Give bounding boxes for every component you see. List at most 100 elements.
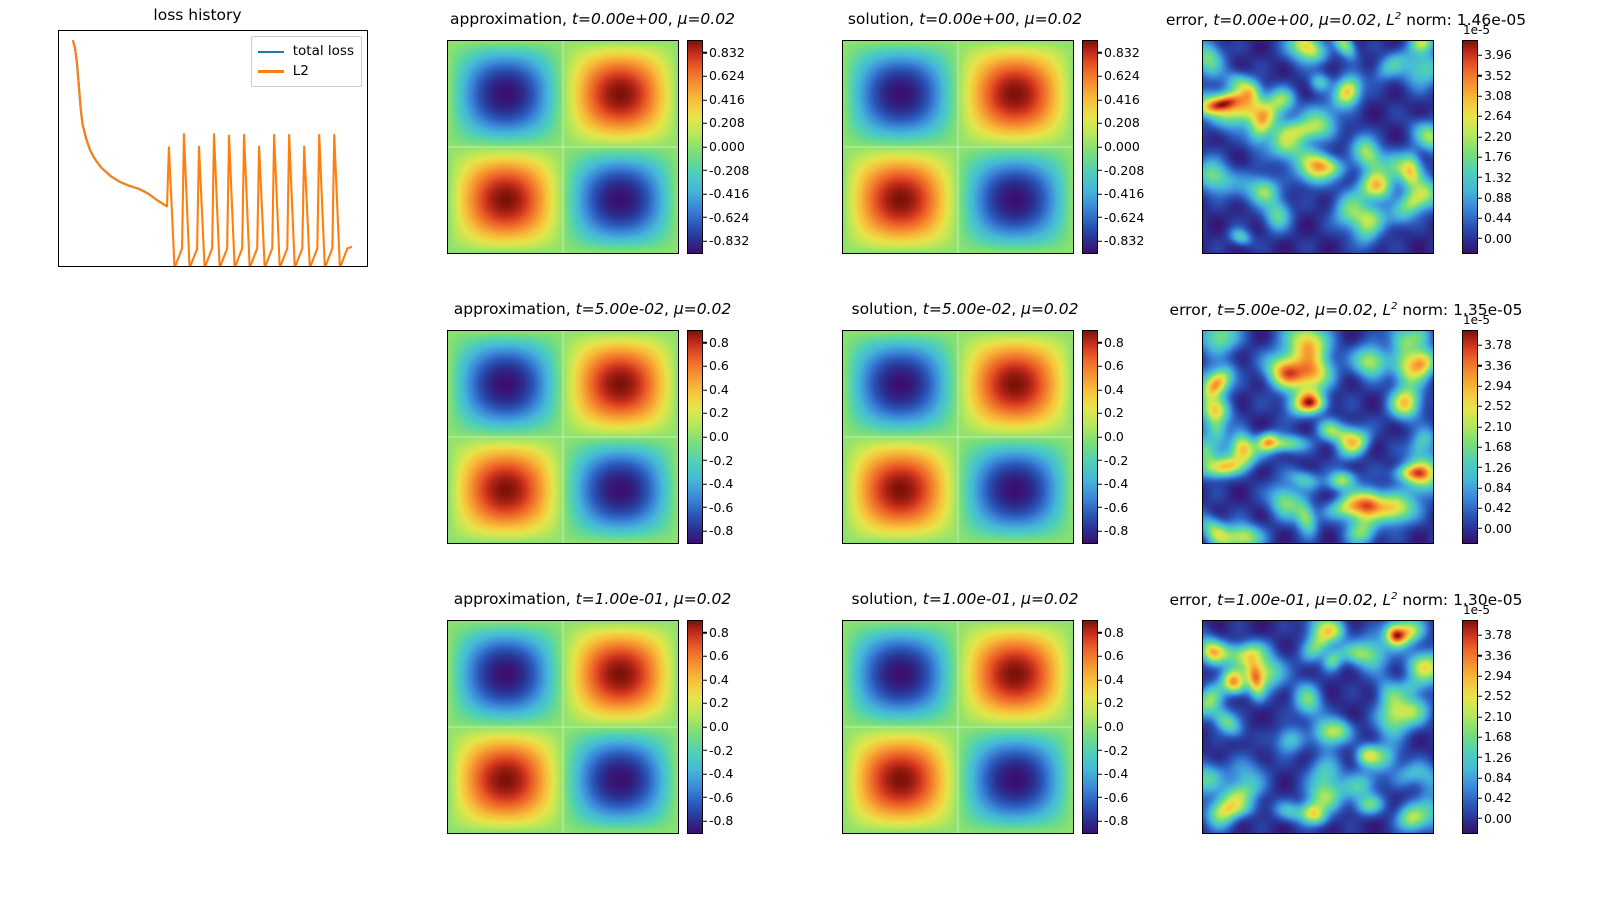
legend-swatch-total-loss: [257, 50, 284, 53]
error-colorbar-tick: 2.20: [1478, 128, 1512, 144]
approximation-colorbar-tick: -0.6: [702, 789, 734, 805]
loss-history-title: loss history: [153, 6, 242, 24]
error-axes-row3[interactable]: 1.00.50.0-0.5-1.0-1.0-0.50.00.51.0: [1202, 620, 1434, 834]
error-colorbar-tick: 1.26: [1478, 749, 1512, 765]
solution-field-image: [843, 621, 1073, 833]
error-colorbar-tick: 3.96: [1478, 47, 1512, 63]
solution-panel-row2: solution, t=5.00e-02, μ=0.02 1.00.50.0-0.…: [790, 290, 1140, 580]
error-axes-row1[interactable]: 1.00.50.0-0.5-1.0-1.0-0.50.00.51.0: [1202, 40, 1434, 254]
error-colorbar-tick: 2.94: [1478, 377, 1512, 393]
solution-colorbar-tick: -0.2: [1097, 742, 1129, 758]
approximation-colorbar-row2[interactable]: 0.8 0.6 0.4 0.2 0.0 -0.2 -0.4 -0.6 -0.8: [687, 330, 733, 544]
solution-colorbar-tick: -0.6: [1097, 789, 1129, 805]
approximation-axes-row2[interactable]: 1.00.50.0-0.5-1.0-1.0-0.50.00.51.0: [447, 330, 679, 544]
approximation-colorbar-tick: -0.624: [702, 209, 750, 225]
solution-field-image: [843, 41, 1073, 253]
error-panel-row1: error, t=0.00e+00, μ=0.02, L2 norm: 1.46…: [1140, 0, 1612, 290]
error-field-image: [1203, 621, 1433, 833]
solution-colorbar-tick: -0.4: [1097, 765, 1129, 781]
approximation-field-image: [448, 621, 678, 833]
solution-colorbar-row2[interactable]: 0.8 0.6 0.4 0.2 0.0 -0.2 -0.4 -0.6 -0.8: [1082, 330, 1128, 544]
approximation-colorbar-tick: -0.4: [702, 765, 734, 781]
colorbar-offset-text: 1e-5: [1463, 23, 1490, 37]
approximation-colorbar-tick: -0.4: [702, 475, 734, 491]
solution-axes-row2[interactable]: 1.00.50.0-0.5-1.0-1.0-0.50.00.51.0: [842, 330, 1074, 544]
error-colorbar-tick: 1.68: [1478, 728, 1512, 744]
error-colorbar-tick: 1.32: [1478, 169, 1512, 185]
loss-legend: total loss L2: [250, 36, 362, 88]
error-colorbar-tick: 3.78: [1478, 337, 1512, 353]
legend-label-l2: L2: [292, 62, 309, 79]
approximation-colorbar-tick: 0.832: [703, 44, 745, 60]
error-colorbar-tick: 3.36: [1478, 357, 1512, 373]
approximation-colorbar-tick: 0.624: [703, 68, 745, 84]
solution-colorbar-tick: 0.208: [1098, 115, 1140, 131]
solution-colorbar-tick: 0.6: [1098, 648, 1124, 664]
error-colorbar-row3[interactable]: 1e-5 3.78 3.36 2.94 2.52 2.10 1.68 1.26 0.84 0.42…: [1462, 604, 1512, 834]
legend-label-total-loss: total loss: [292, 43, 354, 59]
error-colorbar-tick: 0.42: [1478, 789, 1512, 805]
approximation-colorbar-tick: 0.8: [703, 624, 729, 640]
solution-colorbar-tick: 0.832: [1098, 44, 1140, 60]
l2-loss-curve: [72, 40, 353, 266]
approximation-colorbar-row3[interactable]: 0.8 0.6 0.4 0.2 0.0 -0.2 -0.4 -0.6 -0.8: [687, 620, 733, 834]
approximation-colorbar-tick: 0.6: [703, 358, 729, 374]
solution-title-row1: solution, t=0.00e+00, μ=0.02: [847, 10, 1083, 28]
error-colorbar-tick: 0.42: [1478, 499, 1512, 515]
legend-entry-l2: L2: [257, 62, 354, 82]
solution-colorbar-tick: 0.0: [1098, 718, 1124, 734]
solution-colorbar-tick: 0.0: [1098, 428, 1124, 444]
solution-colorbar-tick: 0.6: [1098, 358, 1124, 374]
error-axes-row2[interactable]: 1.00.50.0-0.5-1.0-1.0-0.50.00.51.0: [1202, 330, 1434, 544]
error-colorbar-tick: 2.10: [1478, 708, 1512, 724]
approximation-panel-row3: approximation, t=1.00e-01, μ=0.02 1.00.50…: [395, 580, 790, 870]
error-title-row1: error, t=0.00e+00, μ=0.02, L2 norm: 1.46…: [1165, 11, 1527, 30]
approximation-axes-row1[interactable]: 1.00.50.0-0.5-1.0-1.0-0.50.00.51.0: [447, 40, 679, 254]
solution-colorbar-row1[interactable]: 0.832 0.624 0.416 0.208 0.000 -0.208 -0.416 -0.…: [1082, 40, 1144, 254]
error-colorbar-tick: 2.94: [1478, 667, 1512, 683]
approximation-panel-row2: approximation, t=5.00e-02, μ=0.02 1.00.50…: [395, 290, 790, 580]
loss-history-axes: 10⁰ 10⁻² 10⁻⁴ 10⁻⁶ 10⁻⁸ 10⁻¹⁰ 10⁻¹² 0 50…: [58, 30, 368, 267]
solution-colorbar-tick: 0.2: [1098, 405, 1124, 421]
solution-colorbar-tick: 0.416: [1098, 91, 1140, 107]
approximation-colorbar-tick: -0.832: [702, 232, 750, 248]
approximation-colorbar-tick: -0.2: [702, 452, 734, 468]
error-colorbar-tick: 0.00: [1478, 810, 1512, 826]
solution-colorbar-tick: 0.000: [1098, 138, 1140, 154]
solution-colorbar-row3[interactable]: 0.8 0.6 0.4 0.2 0.0 -0.2 -0.4 -0.6 -0.8: [1082, 620, 1128, 834]
approximation-field-image: [448, 41, 678, 253]
approximation-colorbar-tick: -0.8: [702, 522, 734, 538]
solution-colorbar-tick: -0.4: [1097, 475, 1129, 491]
error-title-row2: error, t=5.00e-02, μ=0.02, L2 norm: 1.35…: [1169, 301, 1523, 320]
error-panel-row3: error, t=1.00e-01, μ=0.02, L2 norm: 1.30…: [1140, 580, 1612, 870]
solution-colorbar-tick: -0.8: [1097, 522, 1129, 538]
approximation-colorbar-tick: 0.6: [703, 648, 729, 664]
error-field-image: [1203, 331, 1433, 543]
error-colorbar-row1[interactable]: 1e-5 3.96 3.52 3.08 2.64 2.20 1.76 1.32 0.88 0.44…: [1462, 24, 1512, 254]
solution-colorbar-tick: -0.832: [1097, 232, 1145, 248]
approximation-field-image: [448, 331, 678, 543]
error-colorbar-tick: 0.00: [1478, 230, 1512, 246]
approximation-colorbar-row1[interactable]: 0.832 0.624 0.416 0.208 0.000 -0.208 -0.416 -0.…: [687, 40, 749, 254]
solution-colorbar-tick: -0.2: [1097, 452, 1129, 468]
loss-history-panel: loss history 10⁰ 10⁻² 10⁻⁴ 10⁻⁶ 10⁻⁸ 10⁻…: [0, 0, 395, 300]
solution-panel-row3: solution, t=1.00e-01, μ=0.02 1.00.50.0-0.…: [790, 580, 1140, 870]
solution-axes-row1[interactable]: 1.00.50.0-0.5-1.0-1.0-0.50.00.51.0: [842, 40, 1074, 254]
approximation-colorbar-tick: -0.208: [702, 162, 750, 178]
error-colorbar-tick: 2.64: [1478, 108, 1512, 124]
solution-colorbar-tick: -0.6: [1097, 499, 1129, 515]
colorbar-offset-text: 1e-5: [1463, 603, 1490, 617]
approximation-title-row1: approximation, t=0.00e+00, μ=0.02: [450, 10, 735, 28]
solution-title-row3: solution, t=1.00e-01, μ=0.02: [851, 590, 1079, 608]
solution-colorbar-tick: 0.624: [1098, 68, 1140, 84]
approximation-colorbar-tick: 0.208: [703, 115, 745, 131]
solution-colorbar-tick: 0.4: [1098, 671, 1124, 687]
solution-axes-row3[interactable]: 1.00.50.0-0.5-1.0-1.0-0.50.00.51.0: [842, 620, 1074, 834]
approximation-colorbar-tick: -0.416: [702, 185, 750, 201]
error-field-image: [1203, 41, 1433, 253]
error-colorbar-tick: 0.88: [1478, 189, 1512, 205]
error-colorbar-tick: 2.10: [1478, 418, 1512, 434]
error-colorbar-row2[interactable]: 1e-5 3.78 3.36 2.94 2.52 2.10 1.68 1.26 0.84 0.42…: [1462, 314, 1512, 544]
error-colorbar-tick: 0.84: [1478, 769, 1512, 785]
approximation-axes-row3[interactable]: 1.00.50.0-0.5-1.0-1.0-0.50.00.51.0: [447, 620, 679, 834]
